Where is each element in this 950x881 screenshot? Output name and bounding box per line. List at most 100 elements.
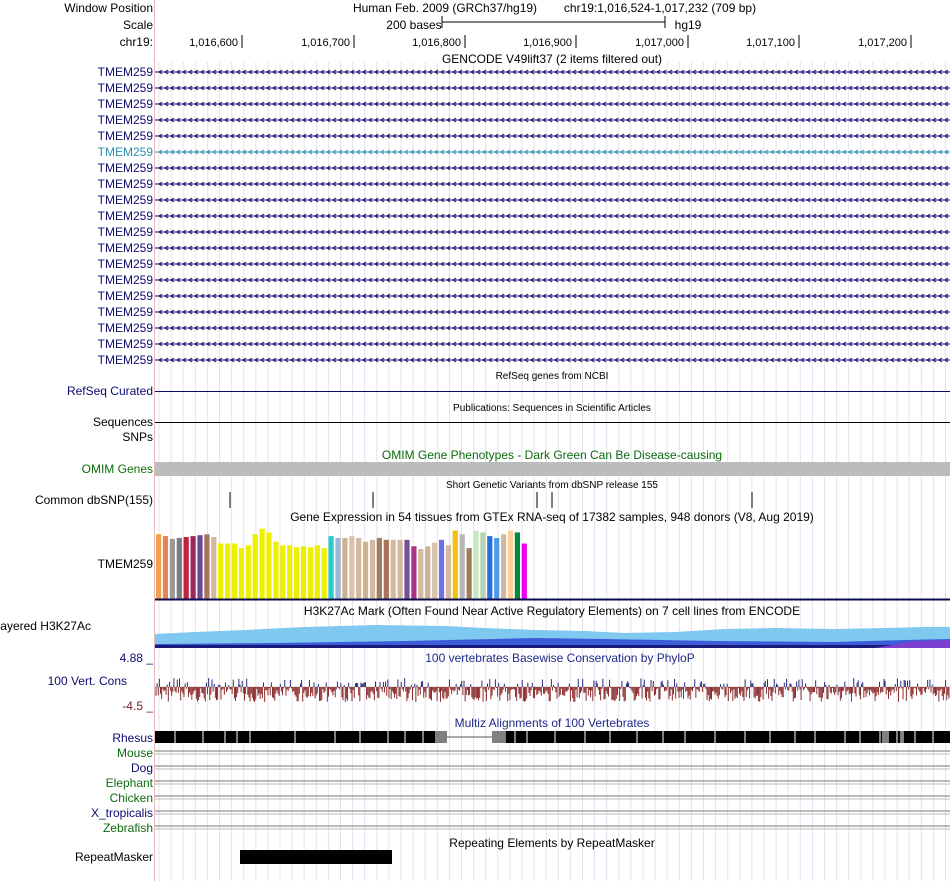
repeatmasker-element[interactable] [240,850,392,864]
multiz-block [882,731,886,743]
gtex-chart[interactable] [155,521,950,601]
phylop-min-label: -4.5 _ [122,699,153,713]
gtex-bar [287,545,293,599]
gencode-row-label[interactable]: TMEM259 [97,113,153,127]
multiz-block [492,731,506,743]
multiz-block [885,731,889,743]
dbsnp-track[interactable] [155,492,950,512]
gencode-row-label[interactable]: TMEM259 [97,177,153,191]
db-text: hg19 [674,18,702,32]
refseq-label[interactable]: RefSeq Curated [66,384,153,398]
ruler-tick-label: 1,017,100 [746,37,795,49]
gtex-bar [294,547,300,599]
gencode-transcript [155,69,950,75]
gtex-bar [521,543,527,599]
gtex-bar [404,539,410,599]
repeatmasker-label[interactable]: RepeatMasker [74,850,153,864]
gtex-bar [156,534,162,599]
chrom-label: chr19: [119,35,153,49]
phylop-track[interactable] [155,666,950,712]
gencode-transcript [155,213,950,219]
browser-image[interactable]: Human Feb. 2009 (GRCh37/hg19) chr19:1,01… [155,0,950,881]
multiz-species-label[interactable]: Mouse [116,746,153,760]
publications-line [155,422,950,423]
phylop-label[interactable]: 100 Vert. Cons [47,674,127,688]
gtex-bar [356,537,362,599]
gtex-label[interactable]: TMEM259 [97,557,153,571]
gencode-transcript [155,229,950,235]
scale-text: 200 bases [386,18,442,32]
multiz-block [900,731,904,743]
omim-bar[interactable] [155,462,950,476]
h3k27ac-layer [155,645,950,648]
ruler-tick-label: 1,017,200 [858,37,907,49]
multiz-species-label[interactable]: Elephant [105,776,153,790]
multiz-species-label[interactable]: Dog [130,761,153,775]
gtex-bar [369,539,376,599]
gtex-bar [342,537,348,599]
position-text: chr19:1,016,524-1,017,232 (709 bp) [563,1,757,15]
gencode-row-label[interactable]: TMEM259 [97,289,153,303]
ruler-tick-label: 1,016,600 [189,37,238,49]
gencode-row-label[interactable]: TMEM259 [97,257,153,271]
multiz-species-label[interactable]: Zebrafish [102,821,153,835]
gtex-bar [487,536,493,599]
gencode-row-label[interactable]: TMEM259 [97,273,153,287]
gencode-row-label[interactable]: TMEM259 [97,145,153,159]
gtex-bar [432,542,438,599]
gencode-transcript [155,261,950,267]
phylop-max-label: 4.88 _ [119,651,153,665]
ruler-tick-label: 1,017,000 [635,37,684,49]
h3k27ac-label[interactable]: Layered H3K27Ac [0,619,91,633]
gencode-row-label[interactable]: TMEM259 [97,225,153,239]
gencode-row-label[interactable]: TMEM259 [97,321,153,335]
gencode-row-label[interactable]: TMEM259 [97,353,153,367]
gtex-bar [397,539,403,599]
multiz-species-label[interactable]: X_tropicalis [90,806,153,820]
gencode-row-label[interactable]: TMEM259 [97,193,153,207]
gencode-transcript [155,277,950,283]
gencode-row-label[interactable]: TMEM259 [97,337,153,351]
ruler-tick-label: 1,016,700 [301,37,350,49]
gtex-bar [480,532,486,599]
gencode-row-label[interactable]: TMEM259 [97,305,153,319]
gtex-bar [349,536,355,599]
publications-sequences-label[interactable]: Sequences [92,415,153,429]
gencode-transcript [155,149,950,155]
omim-label[interactable]: OMIM Genes [81,462,153,476]
gtex-bar [438,539,445,599]
gencode-row-label[interactable]: TMEM259 [97,241,153,255]
gencode-row-label[interactable]: TMEM259 [97,65,153,79]
gencode-row-label[interactable]: TMEM259 [97,81,153,95]
gtex-bar [383,539,389,599]
gtex-bar [411,546,417,599]
gtex-bar [307,547,313,599]
gencode-track[interactable] [155,62,950,372]
h3k27ac-track[interactable] [155,620,950,650]
gtex-bar [507,530,514,599]
multiz-track[interactable] [155,730,950,830]
publications-title: Publications: Sequences in Scientific Ar… [453,403,651,414]
gencode-transcript [155,117,950,123]
gencode-title: GENCODE V49lift37 (2 items filtered out) [441,52,663,66]
gtex-bar [390,539,396,599]
gencode-row-label[interactable]: TMEM259 [97,129,153,143]
h3k27ac-title: H3K27Ac Mark (Often Found Near Active Re… [303,604,801,618]
gencode-row-label[interactable]: TMEM259 [97,209,153,223]
gtex-bar [376,537,382,599]
gencode-transcript [155,181,950,187]
gencode-transcript [155,325,950,331]
multiz-block [435,731,447,743]
repeatmasker-title: Repeating Elements by RepeatMasker [449,836,655,850]
multiz-species-label[interactable]: Rhesus [112,731,153,745]
gencode-row-label[interactable]: TMEM259 [97,161,153,175]
publications-snps-label[interactable]: SNPs [122,430,153,444]
assembly-text: Human Feb. 2009 (GRCh37/hg19) [352,1,538,15]
gtex-bar [176,537,182,599]
dbsnp-label[interactable]: Common dbSNP(155) [34,493,153,507]
gencode-row-label[interactable]: TMEM259 [97,97,153,111]
gtex-bar [328,536,334,599]
multiz-species-label[interactable]: Chicken [109,791,153,805]
gtex-bar [218,543,224,599]
gtex-bar [501,534,507,599]
